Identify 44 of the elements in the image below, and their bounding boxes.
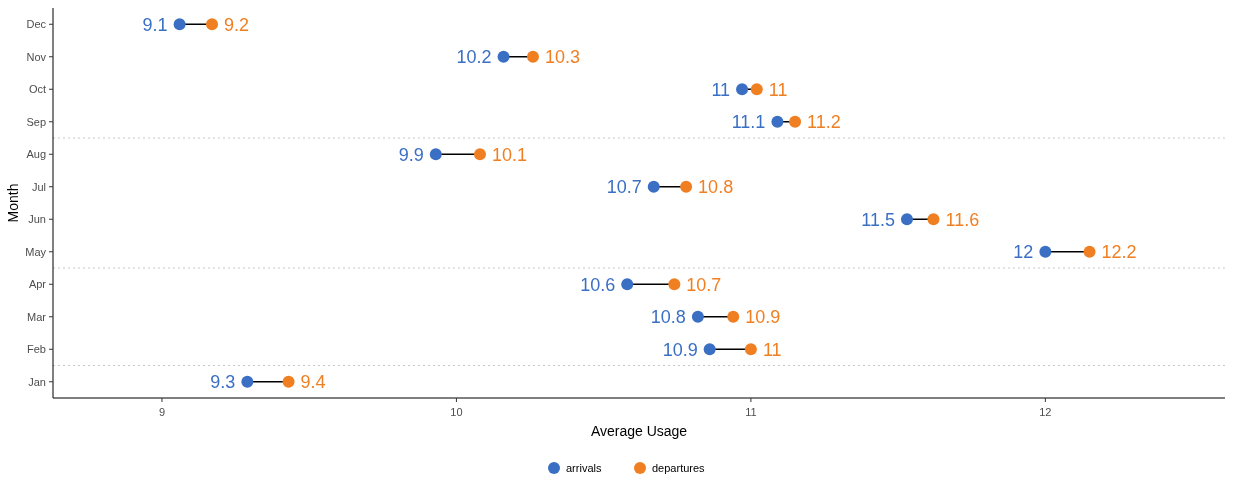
data-label: 11 [762, 339, 782, 360]
data-label: 10.9 [745, 307, 781, 328]
x-axis-title: Average Usage [590, 423, 688, 439]
data-label: 11 [711, 79, 731, 100]
x-tick-label: 9 [158, 406, 166, 418]
data-label: 10.9 [662, 339, 698, 360]
x-tick-label: 10 [450, 406, 463, 418]
y-tick-label: Oct [28, 83, 46, 96]
data-label: 11.2 [807, 112, 841, 133]
y-tick-label: Jan [28, 375, 46, 388]
data-label: 9.9 [398, 144, 424, 165]
x-tick-label: 11 [745, 406, 757, 418]
data-label: 10.2 [456, 47, 492, 68]
y-tick-label: Sep [26, 115, 46, 128]
y-tick-label: Dec [26, 18, 47, 31]
data-label: 10.8 [650, 307, 686, 328]
x-tick-label: 12 [1039, 406, 1052, 418]
data-label: 9.3 [210, 372, 236, 393]
data-label: 11.5 [861, 209, 895, 230]
data-label: 11 [768, 79, 788, 100]
data-label: 10.1 [491, 144, 528, 165]
legend-label: departures [652, 461, 706, 474]
y-tick-label: Aug [26, 148, 46, 161]
data-label: 10.6 [580, 274, 616, 295]
y-axis-title: Month [5, 183, 21, 223]
data-label: 9.1 [142, 14, 168, 35]
data-label: 10.7 [606, 177, 642, 198]
y-tick-label: May [25, 245, 47, 258]
data-label: 9.4 [300, 372, 326, 393]
y-tick-label: Jul [31, 180, 46, 193]
data-label: 12 [1013, 242, 1034, 263]
data-label: 9.2 [224, 14, 250, 35]
data-label: 10.8 [698, 177, 734, 198]
y-tick-label: Apr [28, 278, 47, 291]
data-label: 11.6 [945, 209, 980, 230]
legend-label: arrivals [566, 461, 602, 474]
data-label: 12.2 [1101, 242, 1137, 263]
data-label: 10.7 [686, 274, 722, 295]
y-tick-label: Jun [28, 213, 46, 226]
y-tick-label: Nov [26, 50, 47, 63]
y-tick-label: Mar [27, 310, 47, 323]
y-tick-label: Feb [27, 343, 46, 356]
data-label: 10.3 [544, 47, 581, 68]
data-label: 11.1 [731, 112, 766, 133]
